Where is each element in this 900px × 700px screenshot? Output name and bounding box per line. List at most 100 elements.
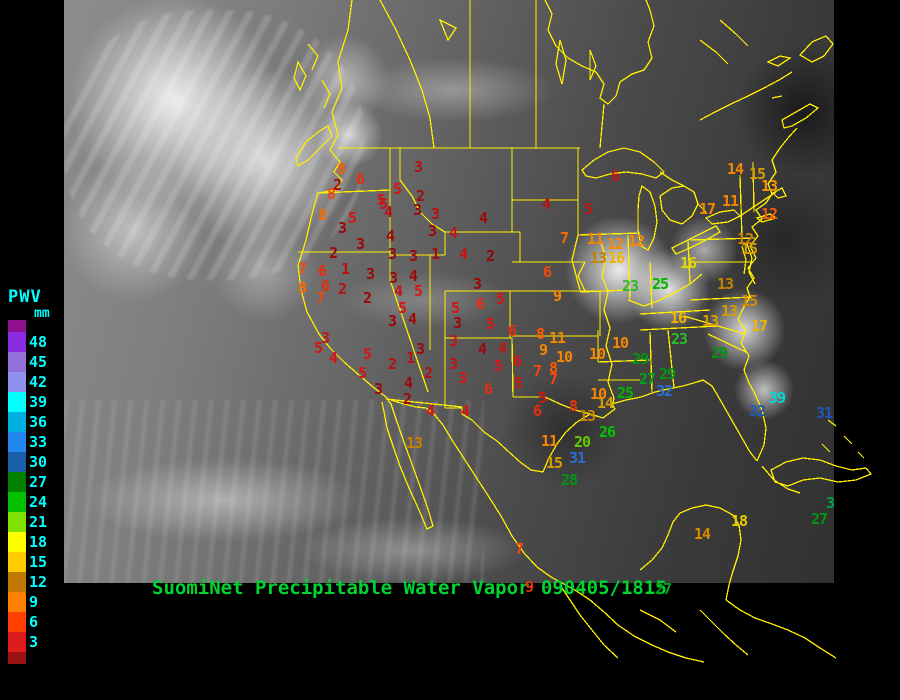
legend-swatch: [8, 320, 26, 332]
legend-entry: 21: [8, 512, 68, 532]
station-value: 1: [406, 349, 415, 367]
legend-label: 18: [29, 533, 48, 551]
station-value: 12: [761, 205, 778, 223]
station-value: 5: [393, 180, 402, 198]
station-value: 8: [337, 160, 346, 178]
legend-swatch: [8, 352, 26, 372]
station-value: 6: [321, 277, 330, 295]
legend-swatch: [8, 332, 26, 352]
legend-swatch: [8, 652, 26, 664]
station-value: 27: [639, 370, 656, 388]
station-value: 2: [338, 280, 347, 298]
station-value: 3: [356, 235, 365, 253]
station-value: 13: [579, 407, 596, 425]
station-value: 13: [717, 275, 734, 293]
legend-label: 21: [29, 513, 48, 531]
station-value: 7: [549, 370, 558, 388]
station-value: 12: [628, 232, 645, 250]
station-value: 15: [546, 454, 563, 472]
station-value: 31: [816, 404, 833, 422]
station-value: 2: [388, 355, 397, 373]
legend-entry: 42: [8, 372, 68, 392]
station-value: 3: [388, 312, 397, 330]
station-value: 2: [333, 176, 342, 194]
station-value: 4: [461, 402, 470, 420]
station-value: 4: [498, 339, 507, 357]
legend-label: 30: [29, 453, 48, 471]
legend-unit: mm: [34, 306, 50, 321]
legend-entry: 45: [8, 352, 68, 372]
station-value: 6: [611, 167, 620, 185]
station-value: 4: [384, 203, 393, 221]
legend-entry: 30: [8, 452, 68, 472]
station-value: 29: [659, 365, 676, 383]
station-value: 15: [749, 165, 766, 183]
legend-swatch: [8, 532, 26, 552]
legend-entry: 48: [8, 332, 68, 352]
station-value: 23: [671, 330, 688, 348]
station-value: 7: [533, 362, 542, 380]
legend-swatch: [8, 392, 26, 412]
station-value: 8: [536, 325, 545, 343]
station-value: 7: [298, 260, 307, 278]
legend-label: 3: [29, 633, 39, 651]
station-value: 15: [741, 240, 758, 258]
station-value: 2: [486, 247, 495, 265]
station-value: 4: [409, 267, 418, 285]
station-value: 32: [749, 402, 766, 420]
map-outlines: [293, 0, 873, 663]
station-value: 5: [377, 191, 386, 209]
station-value: 3: [414, 158, 423, 176]
station-value: 3: [428, 222, 437, 240]
station-value: 20: [574, 433, 591, 451]
station-value: 5: [494, 357, 503, 375]
legend-entry: 3: [8, 632, 68, 652]
legend-entry: 6: [8, 612, 68, 632]
station-value: 4: [542, 195, 551, 213]
legend-swatch: [8, 412, 26, 432]
station-value: 27: [811, 510, 828, 528]
station-value: 23: [622, 277, 639, 295]
station-value: 6: [513, 352, 522, 370]
station-value: 27: [655, 580, 672, 598]
station-value: 13: [590, 249, 607, 267]
legend-swatch: [8, 632, 26, 652]
station-value: 13: [406, 434, 423, 452]
station-value: 5: [538, 389, 547, 407]
station-value: 4: [329, 349, 338, 367]
legend-label: 15: [29, 553, 48, 571]
station-value: 6: [476, 295, 485, 313]
station-value: 2: [416, 187, 425, 205]
legend-entry: 27: [8, 472, 68, 492]
legend-label: 24: [29, 493, 48, 511]
station-value: 6: [356, 170, 365, 188]
station-value: 26: [599, 423, 616, 441]
station-value: 6: [533, 402, 542, 420]
station-value: 2: [363, 289, 372, 307]
station-value: 4: [386, 227, 395, 245]
station-value: 3: [413, 201, 422, 219]
station-value: 1: [341, 260, 350, 278]
station-value: 3: [449, 355, 458, 373]
station-value: 25: [652, 275, 669, 293]
station-value: 28: [561, 471, 578, 489]
station-value: 5: [414, 282, 423, 300]
station-value: 3: [409, 247, 418, 265]
station-value: 5: [358, 364, 367, 382]
station-value: 1: [431, 245, 440, 263]
station-value: 16: [670, 309, 687, 327]
legend-title: PWV: [8, 287, 42, 307]
station-value: 3: [458, 369, 467, 387]
legend-swatch: [8, 492, 26, 512]
legend-label: 9: [29, 593, 39, 611]
legend-label: 45: [29, 353, 48, 371]
legend-entry: 39: [8, 392, 68, 412]
legend-entry: 15: [8, 552, 68, 572]
station-value: 11: [541, 432, 558, 450]
legend-entry: 36: [8, 412, 68, 432]
station-value: 6: [484, 380, 493, 398]
legend-entry: 33: [8, 432, 68, 452]
legend-swatch: [8, 552, 26, 572]
station-value: 9: [525, 578, 534, 596]
